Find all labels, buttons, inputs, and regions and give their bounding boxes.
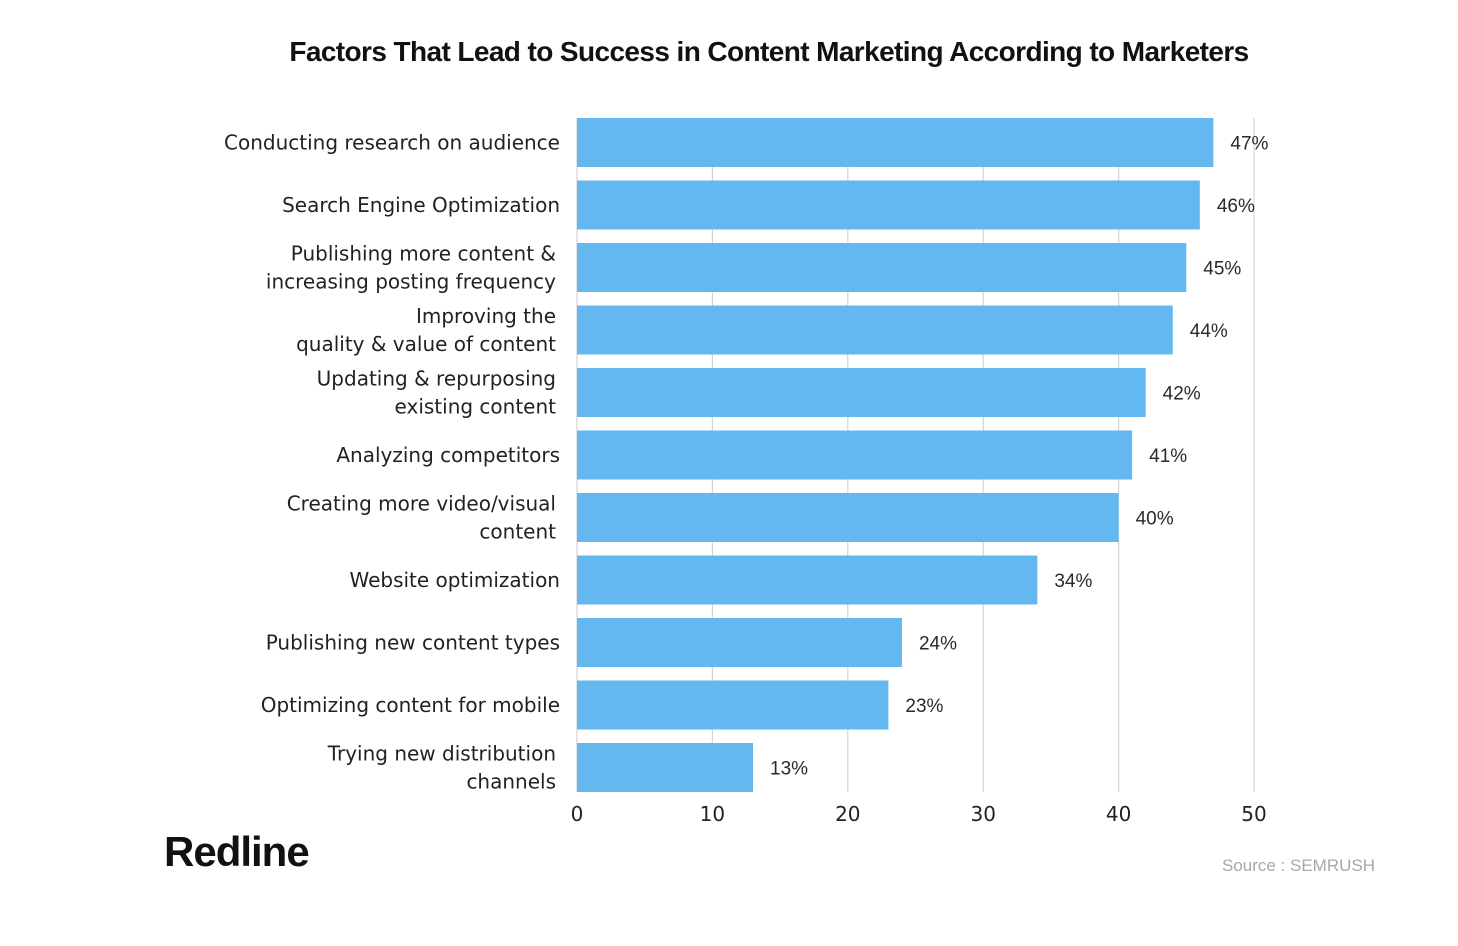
category-label: Conducting research on audience [224,131,560,155]
value-labels: 47% 46% 45% 44% 42% 41% 40% 34% 24% 23% 13% [770,134,1268,780]
bar [577,618,902,667]
value-label: 34% [1054,571,1092,592]
bar [577,680,889,730]
bar [577,243,1187,292]
value-label: 40% [1136,509,1174,530]
bar [577,743,754,792]
category-label: Optimizing content for mobile [261,693,560,717]
bar [577,305,1173,355]
bar [577,368,1146,417]
value-label: 45% [1203,259,1241,280]
bar [577,493,1119,542]
category-label: Improving the quality & value of content [296,304,556,356]
bar [577,180,1200,230]
bar [577,555,1038,605]
x-tick-label: 20 [835,802,860,826]
value-label: 23% [905,696,943,717]
value-label: 24% [919,634,957,655]
category-label: Updating & repurposing existing content [317,367,556,419]
category-label: Search Engine Optimization [282,193,560,217]
x-tick-label: 10 [700,802,725,826]
value-label: 13% [770,759,808,780]
x-tick-label: 40 [1106,802,1131,826]
category-labels: Conducting research on audience Search En… [224,131,560,794]
value-label: 44% [1190,321,1228,342]
source-note: Source : SEMRUSH [1222,856,1375,875]
value-label: 47% [1230,134,1268,155]
x-tick-label: 0 [571,802,584,826]
chart-title: Factors That Lead to Success in Content … [289,36,1248,67]
category-label: Creating more video/visual content [287,492,556,544]
bar [577,430,1133,480]
value-label: 46% [1217,196,1255,217]
value-label: 41% [1149,446,1187,467]
category-label: Publishing new content types [266,631,560,655]
category-label: Trying new distribution channels [327,742,556,794]
category-label: Website optimization [349,568,560,592]
bars [577,118,1214,792]
category-label: Publishing more content & increasing post… [266,242,556,294]
category-label: Analyzing competitors [336,443,560,467]
x-axis-ticks: 0 10 20 30 40 50 [571,802,1267,826]
value-label: 42% [1163,384,1201,405]
x-tick-label: 30 [970,802,995,826]
bar [577,118,1214,167]
brand-logo: Redline [164,828,309,875]
x-tick-label: 50 [1241,802,1266,826]
